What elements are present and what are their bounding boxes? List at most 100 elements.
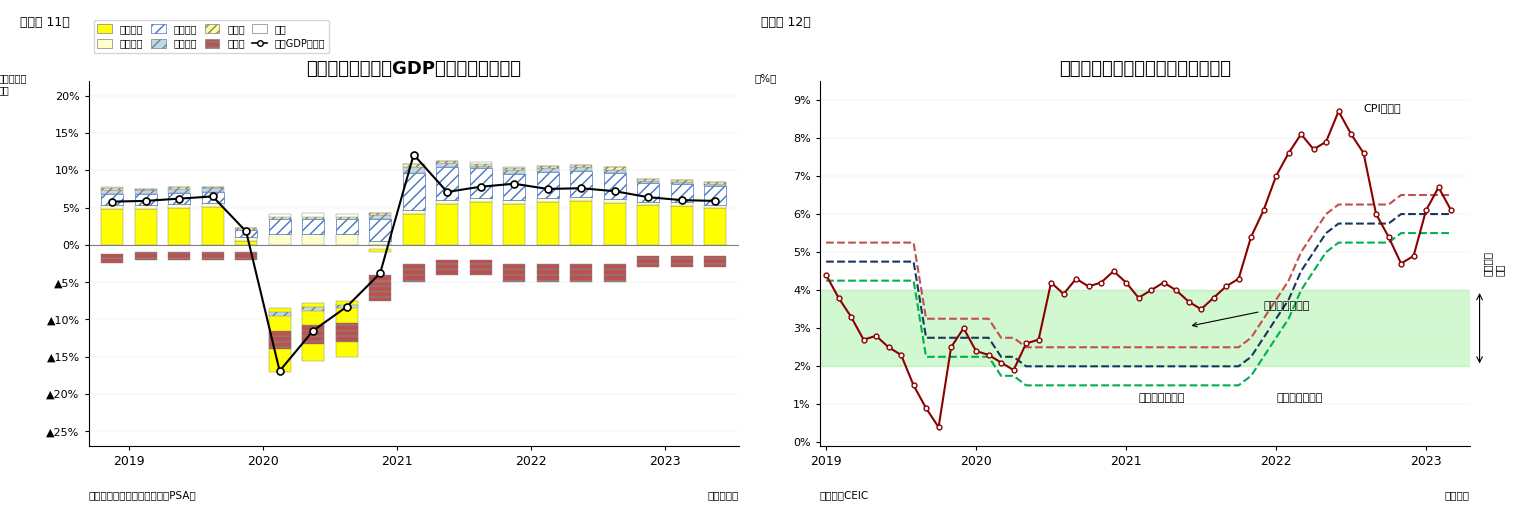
翌日物預金金利 [1430, 230, 1448, 236]
実質GDP成長率 [640, 194, 658, 200]
Bar [705, 182, 726, 184]
Bar [503, 168, 525, 170]
翌日物預金金利 [1029, 382, 1048, 388]
Text: （図表 12）: （図表 12） [761, 16, 811, 28]
Text: （四半期）: （四半期） [708, 490, 738, 500]
Bar [403, 164, 424, 167]
Bar [537, 168, 558, 172]
Bar [302, 325, 324, 344]
Bar [335, 301, 358, 357]
Bar [637, 256, 659, 267]
実質GDP成長率 [605, 188, 623, 194]
Bar [705, 208, 726, 245]
Bar [437, 200, 458, 204]
Bar [202, 252, 223, 260]
Bar [570, 201, 593, 245]
Bar [268, 312, 291, 316]
翌日物借入金利 [1442, 211, 1460, 217]
Bar [235, 230, 258, 237]
Text: CPI上昇率: CPI上昇率 [1363, 103, 1401, 113]
翌日物貸出金利 [1242, 335, 1260, 341]
Bar [135, 252, 156, 260]
翌日物預金金利 [817, 278, 835, 284]
翌日物貸出金利 [1017, 344, 1035, 350]
実質GDP成長率 [338, 304, 356, 310]
Bar [503, 264, 525, 282]
翌日物貸出金利 [1430, 192, 1448, 198]
Bar [235, 252, 258, 260]
CPI上昇率 [1430, 184, 1448, 191]
Bar [670, 180, 693, 181]
実質GDP成長率 [136, 198, 155, 204]
Line: 翌日物借入金利: 翌日物借入金利 [826, 214, 1451, 366]
Bar [670, 206, 693, 245]
Bar [370, 275, 391, 301]
Bar [437, 260, 458, 275]
Bar [335, 323, 358, 342]
Bar [335, 219, 358, 234]
翌日物借入金利 [1242, 354, 1260, 360]
Bar [335, 217, 358, 219]
Text: 翌日物貸出金利: 翌日物貸出金利 [1193, 301, 1310, 327]
Bar [570, 165, 593, 167]
Bar [705, 205, 726, 208]
Bar [437, 167, 458, 200]
実質GDP成長率 [505, 181, 523, 187]
Bar [403, 264, 424, 282]
翌日物貸出金利 [1442, 192, 1460, 198]
Bar [302, 217, 324, 219]
翌日物預金金利 [955, 354, 973, 360]
Bar [570, 197, 593, 201]
Bar [202, 186, 223, 188]
Bar [820, 290, 1471, 366]
Bar [503, 167, 525, 168]
Bar [302, 213, 324, 217]
Text: 翌日物借入金利: 翌日物借入金利 [1276, 393, 1322, 402]
Text: 翌日物預金金利: 翌日物預金金利 [1139, 393, 1186, 402]
Bar [705, 184, 726, 186]
翌日物貸出金利 [1392, 192, 1410, 198]
Bar [705, 256, 726, 267]
Bar [470, 202, 491, 245]
Bar [370, 249, 391, 252]
Bar [168, 186, 190, 188]
Bar [335, 214, 358, 217]
Bar [637, 183, 659, 202]
Bar [570, 171, 593, 197]
Bar [403, 167, 424, 172]
Bar [437, 161, 458, 163]
Bar [168, 204, 190, 208]
CPI上昇率 [1442, 207, 1460, 213]
翌日物預金金利 [1005, 373, 1023, 379]
実質GDP成長率 [572, 185, 590, 191]
Bar [370, 241, 391, 245]
Bar [168, 188, 190, 189]
Line: CPI上昇率: CPI上昇率 [823, 109, 1454, 429]
実質GDP成長率 [438, 189, 456, 195]
Text: インフレ
目標: インフレ 目標 [1483, 251, 1504, 276]
Bar [437, 163, 458, 167]
Bar [102, 205, 123, 209]
翌日物貸出金利 [1029, 344, 1048, 350]
Text: （月次）: （月次） [1445, 490, 1471, 500]
CPI上昇率 [1029, 337, 1048, 343]
Bar [202, 192, 223, 203]
CPI上昇率 [967, 348, 985, 354]
実質GDP成長率 [203, 193, 221, 199]
Bar [603, 199, 626, 203]
Bar [503, 174, 525, 200]
Bar [102, 194, 123, 205]
Text: （資料）CEIC: （資料）CEIC [820, 490, 869, 500]
翌日物借入金利 [817, 258, 835, 265]
Bar [470, 198, 491, 202]
Bar [168, 252, 190, 260]
Bar [102, 191, 123, 194]
Text: （資料）フィリピン統計庁（PSA）: （資料）フィリピン統計庁（PSA） [88, 490, 197, 500]
Bar [102, 254, 123, 263]
Bar [135, 194, 156, 205]
Bar [302, 234, 324, 245]
Bar [202, 188, 223, 192]
Text: （%）: （%） [755, 74, 778, 83]
実質GDP成長率 [170, 196, 188, 202]
Bar [503, 170, 525, 174]
